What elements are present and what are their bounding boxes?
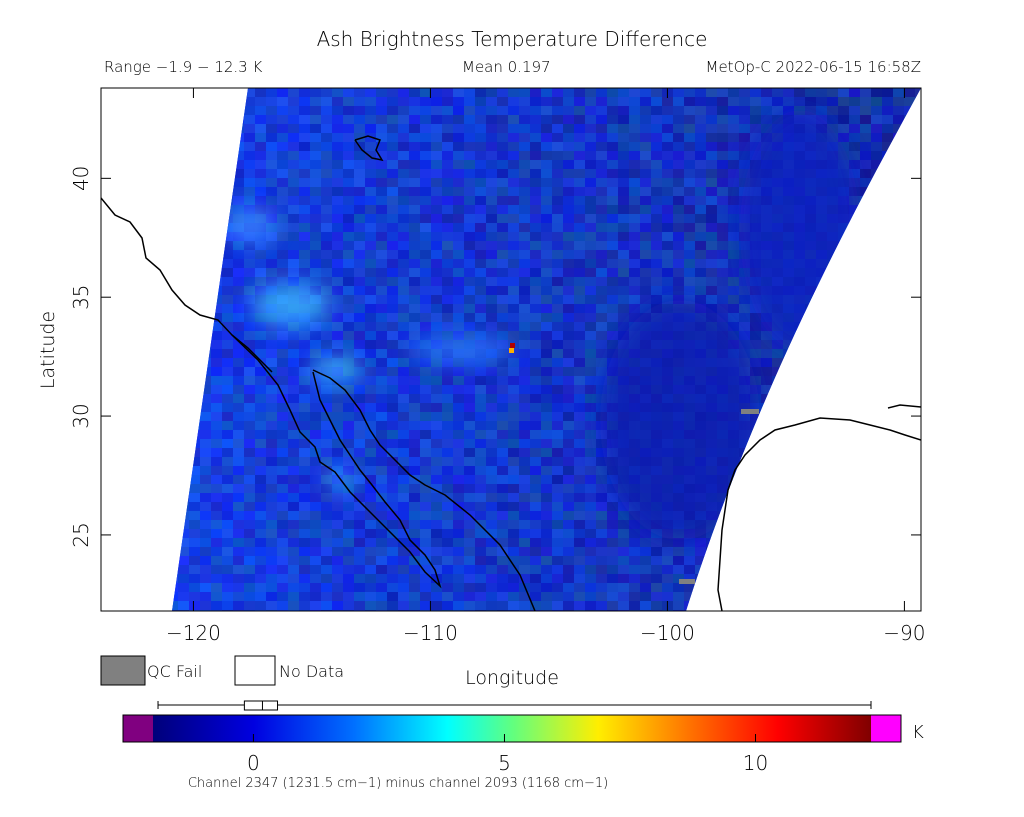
legend-label: No Data bbox=[279, 662, 344, 681]
y-axis-label: Latitude bbox=[37, 311, 59, 389]
colorbar-over bbox=[871, 715, 901, 742]
x-axis-label: Longitude bbox=[465, 667, 559, 689]
colorbar bbox=[153, 715, 871, 742]
box bbox=[243, 700, 279, 711]
title: Ash Brightness Temperature Difference bbox=[317, 27, 708, 51]
colorbar-tick-label: 10 bbox=[743, 751, 768, 775]
colorbar-tick-label: 0 bbox=[247, 751, 260, 775]
x-tick-label: −90 bbox=[883, 621, 925, 645]
plot-frame bbox=[100, 87, 922, 612]
coastline bbox=[101, 135, 921, 611]
colorbar-tick-label: 5 bbox=[498, 751, 511, 775]
colorbar-frame bbox=[122, 714, 902, 743]
y-tick-label: 35 bbox=[69, 284, 93, 309]
y-tick-label: 25 bbox=[69, 522, 93, 547]
mean: Mean 0.197 bbox=[462, 58, 551, 76]
legend-swatch bbox=[234, 655, 276, 686]
y-tick-label: 40 bbox=[69, 166, 93, 191]
x-tick-label: −120 bbox=[166, 621, 221, 645]
colorbar-under bbox=[123, 715, 153, 742]
colorbar-caption: Channel 2347 (1231.5 cm−1) minus channel… bbox=[188, 776, 608, 791]
swath bbox=[172, 88, 921, 611]
colorbar-unit: K bbox=[912, 722, 924, 743]
range: Range −1.9 − 12.3 K bbox=[104, 58, 262, 76]
y-tick-label: 30 bbox=[69, 403, 93, 428]
source: MetOp-C 2022-06-15 16:58Z bbox=[706, 58, 921, 76]
x-tick-label: −100 bbox=[640, 621, 695, 645]
legend-label: QC Fail bbox=[147, 662, 202, 681]
x-tick-label: −110 bbox=[403, 621, 458, 645]
legend-swatch bbox=[100, 655, 146, 686]
map bbox=[101, 88, 921, 611]
